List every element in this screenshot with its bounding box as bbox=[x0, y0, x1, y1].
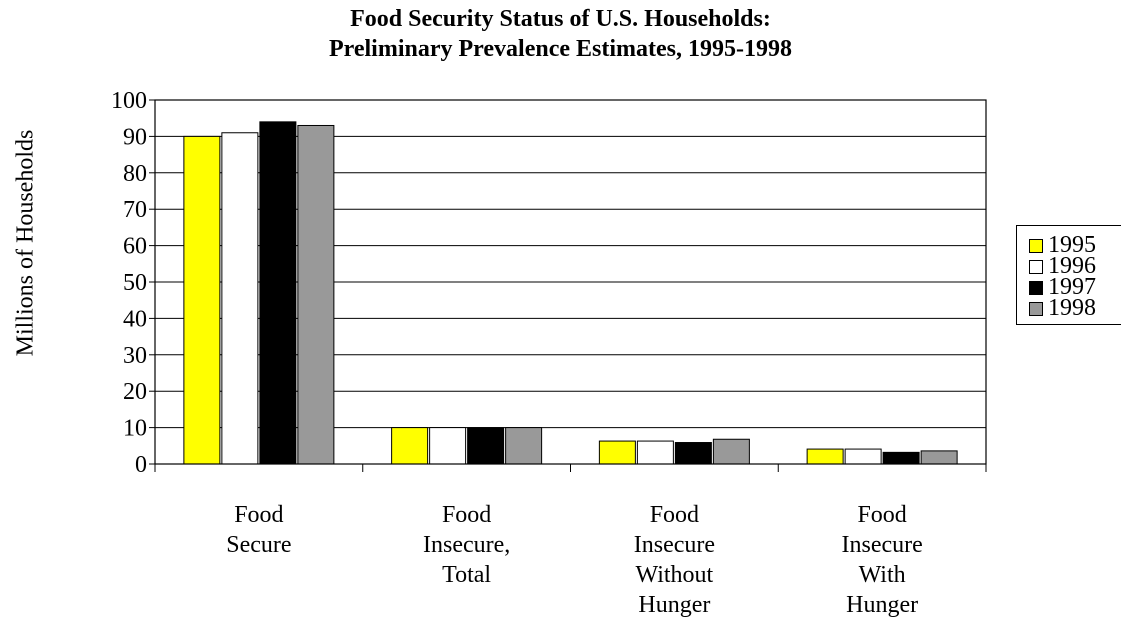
y-tick-label: 0 bbox=[135, 452, 147, 478]
bar-1998 bbox=[505, 427, 543, 465]
bar-1996 bbox=[221, 132, 259, 465]
bar-1996 bbox=[429, 427, 467, 465]
legend: 1995 1996 1997 1998 bbox=[1016, 225, 1121, 325]
x-tick-label: Food bbox=[234, 502, 283, 528]
y-tick-label: 10 bbox=[123, 416, 147, 442]
legend-label-1998: 1998 bbox=[1048, 295, 1096, 321]
bar-1997 bbox=[882, 451, 920, 465]
y-tick-label: 90 bbox=[123, 124, 147, 150]
bar-1997 bbox=[467, 427, 505, 465]
legend-label-1995: 1995 bbox=[1048, 232, 1096, 258]
x-tick-label: Total bbox=[442, 562, 491, 588]
x-tick-label: Secure bbox=[226, 532, 291, 558]
x-tick-label: Food bbox=[442, 502, 491, 528]
x-tick-label: With bbox=[859, 562, 906, 588]
bar-1996 bbox=[844, 448, 882, 465]
legend-label-1997: 1997 bbox=[1048, 274, 1096, 300]
bar-1995 bbox=[391, 427, 429, 465]
y-tick-label: 60 bbox=[123, 234, 147, 260]
y-tick-label: 30 bbox=[123, 343, 147, 369]
bar-1998 bbox=[920, 450, 958, 465]
bar-1995 bbox=[806, 448, 844, 465]
x-tick-label: Without bbox=[636, 562, 714, 588]
chart-title: Food Security Status of U.S. Households:… bbox=[0, 4, 1121, 64]
y-tick-label: 70 bbox=[123, 197, 147, 223]
y-tick-label: 40 bbox=[123, 306, 147, 332]
legend-swatch-1995 bbox=[1029, 239, 1043, 253]
chart-title-line1: Food Security Status of U.S. Households: bbox=[350, 6, 771, 32]
legend-swatch-1998 bbox=[1029, 302, 1043, 316]
legend-swatch-1997 bbox=[1029, 281, 1043, 295]
chart-subtitle: Preliminary Prevalence Estimates, 1995-1… bbox=[328, 36, 792, 62]
x-tick-label: Food bbox=[650, 502, 699, 528]
y-tick-label: 100 bbox=[111, 88, 147, 114]
bar-1997 bbox=[674, 442, 712, 465]
plot-frame bbox=[154, 99, 987, 465]
x-tick-label: Insecure bbox=[841, 532, 922, 558]
legend-label-1996: 1996 bbox=[1048, 253, 1096, 279]
x-tick-label: Food bbox=[857, 502, 906, 528]
bar-1995 bbox=[598, 440, 636, 465]
bar-1997 bbox=[259, 121, 297, 465]
legend-swatch-1996 bbox=[1029, 260, 1043, 274]
x-tick-label: Insecure bbox=[634, 532, 715, 558]
bar-1998 bbox=[297, 124, 335, 465]
x-tick-label: Insecure, bbox=[423, 532, 510, 558]
x-tick-label: Hunger bbox=[846, 592, 918, 618]
x-tick-label: Hunger bbox=[638, 592, 710, 618]
bar-1998 bbox=[712, 438, 750, 465]
y-tick-label: 80 bbox=[123, 161, 147, 187]
y-tick-label: 20 bbox=[123, 379, 147, 405]
bar-1996 bbox=[636, 440, 674, 465]
y-tick-label: 50 bbox=[123, 270, 147, 296]
bar-1995 bbox=[183, 135, 221, 465]
